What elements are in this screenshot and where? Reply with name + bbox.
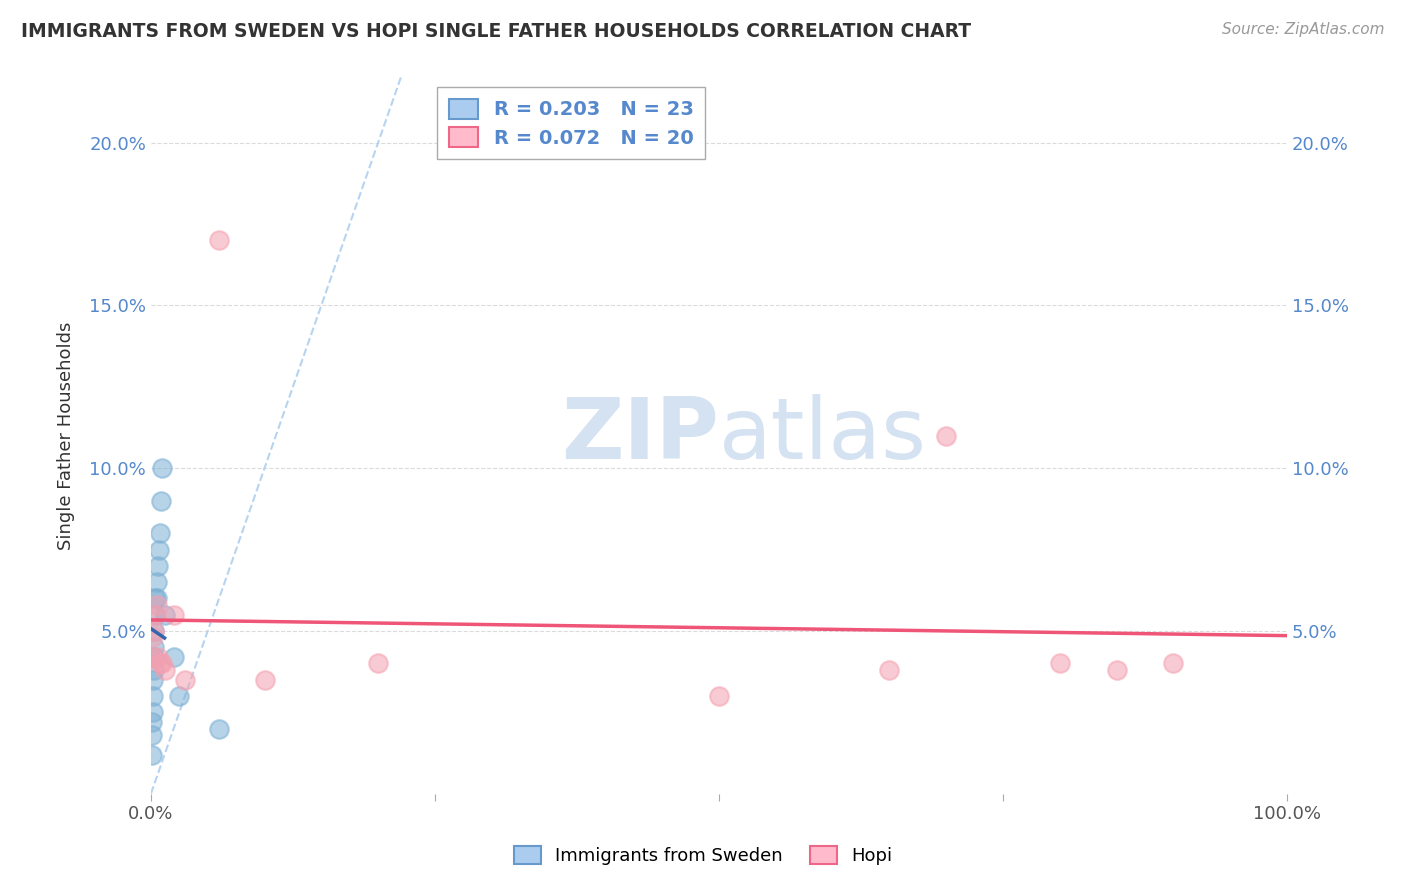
Point	[1049, 657, 1071, 671]
Text: atlas: atlas	[718, 394, 927, 477]
Point	[149, 657, 172, 671]
Point	[145, 591, 167, 606]
Text: Source: ZipAtlas.com: Source: ZipAtlas.com	[1222, 22, 1385, 37]
Point	[143, 624, 166, 638]
Point	[142, 631, 165, 645]
Text: IMMIGRANTS FROM SWEDEN VS HOPI SINGLE FATHER HOUSEHOLDS CORRELATION CHART: IMMIGRANTS FROM SWEDEN VS HOPI SINGLE FA…	[21, 22, 972, 41]
Point	[208, 233, 231, 247]
Point	[163, 649, 186, 664]
Point	[141, 649, 163, 664]
Point	[150, 657, 173, 671]
Point	[150, 461, 173, 475]
Point	[148, 542, 170, 557]
Point	[367, 657, 389, 671]
Point	[153, 663, 176, 677]
Point	[879, 663, 901, 677]
Point	[146, 558, 169, 573]
Point	[145, 575, 167, 590]
Point	[142, 673, 165, 687]
Point	[935, 428, 957, 442]
Point	[143, 649, 166, 664]
Legend: Immigrants from Sweden, Hopi: Immigrants from Sweden, Hopi	[505, 837, 901, 874]
Point	[149, 526, 172, 541]
Point	[1163, 657, 1185, 671]
Point	[141, 728, 163, 742]
Y-axis label: Single Father Households: Single Father Households	[58, 321, 75, 549]
Point	[208, 722, 231, 736]
Point	[145, 598, 167, 612]
Point	[1105, 663, 1128, 677]
Point	[145, 607, 167, 622]
Point	[145, 591, 167, 606]
Point	[142, 689, 165, 703]
Point	[143, 640, 166, 655]
Point	[169, 689, 191, 703]
Point	[163, 607, 186, 622]
Point	[150, 493, 173, 508]
Point	[146, 649, 169, 664]
Legend: R = 0.203   N = 23, R = 0.072   N = 20: R = 0.203 N = 23, R = 0.072 N = 20	[437, 87, 706, 160]
Point	[141, 714, 163, 729]
Point	[145, 607, 167, 622]
Point	[143, 624, 166, 638]
Point	[707, 689, 730, 703]
Text: ZIP: ZIP	[561, 394, 718, 477]
Point	[253, 673, 276, 687]
Point	[142, 706, 165, 720]
Point	[143, 663, 166, 677]
Point	[174, 673, 197, 687]
Point	[141, 747, 163, 762]
Point	[153, 607, 176, 622]
